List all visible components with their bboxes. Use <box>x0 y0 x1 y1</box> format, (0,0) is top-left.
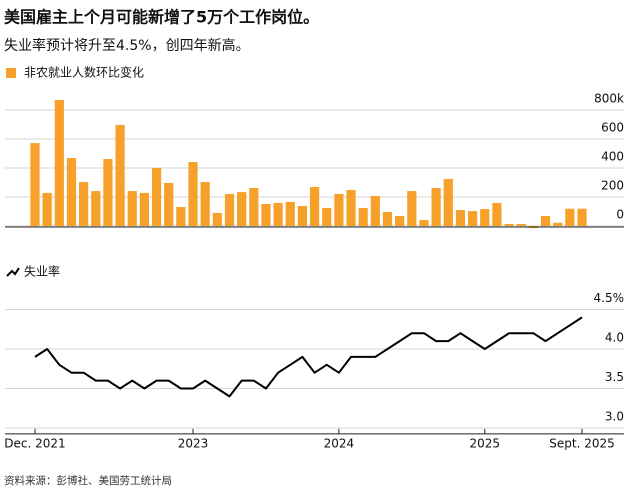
bar <box>492 202 502 226</box>
bar <box>370 195 380 226</box>
bar <box>577 208 587 226</box>
bar <box>249 188 259 226</box>
bar <box>565 208 575 226</box>
legend-swatch <box>6 68 16 78</box>
bar <box>176 207 186 226</box>
bar <box>395 215 405 226</box>
bar <box>91 191 101 226</box>
bar <box>443 179 453 226</box>
x-tick-label: 2025 <box>469 436 500 450</box>
bar <box>455 210 466 226</box>
bar <box>139 192 149 226</box>
bar <box>346 190 356 226</box>
legend-swatch <box>6 267 20 277</box>
bar <box>151 168 162 226</box>
y-tick-label: 0 <box>616 208 624 222</box>
chart-title: 美国雇主上个月可能新增了5万个工作岗位。 <box>4 8 319 27</box>
bar <box>480 209 490 226</box>
bar <box>382 211 393 226</box>
bar <box>540 215 551 226</box>
bar <box>224 193 235 226</box>
bar <box>309 186 320 226</box>
chart-subtitle: 失业率预计将升至4.5%，创四年新高。 <box>4 37 250 54</box>
bar <box>66 157 77 226</box>
source-note: 资料来源：彭博社、美国劳工统计局 <box>4 474 172 487</box>
bar <box>261 203 271 226</box>
bar <box>127 191 137 226</box>
y-tick-label: 400 <box>601 150 624 164</box>
legend-label: 失业率 <box>24 264 60 279</box>
y-tick-label: 4.5% <box>594 291 625 305</box>
bar <box>164 182 174 226</box>
x-tick-label: 2024 <box>324 436 355 450</box>
y-tick-label: 600 <box>601 121 624 135</box>
y-tick-label: 3.5 <box>605 370 624 384</box>
x-tick-label: 2023 <box>178 436 209 450</box>
bar <box>468 211 478 226</box>
legend-label: 非农就业人数环比变化 <box>24 65 144 80</box>
bar <box>103 159 113 226</box>
bar <box>419 220 429 226</box>
bar <box>504 223 514 226</box>
y-tick-label: 3.0 <box>605 410 624 424</box>
bar <box>30 143 40 226</box>
bar <box>285 201 295 226</box>
x-tick-label: Sept. 2025 <box>549 436 615 450</box>
y-tick-label: 200 <box>601 179 624 193</box>
bar <box>334 193 344 226</box>
bar <box>322 208 332 226</box>
bar <box>54 99 64 226</box>
bar <box>79 182 89 226</box>
bar <box>42 192 52 226</box>
y-tick-label: 4.0 <box>605 331 624 345</box>
bar <box>188 162 198 226</box>
bar <box>273 202 283 226</box>
x-tick-label: Dec. 2021 <box>4 436 65 450</box>
bar <box>237 192 247 226</box>
bar <box>516 223 526 226</box>
bar <box>553 222 563 226</box>
bar <box>358 208 368 226</box>
bar <box>431 188 441 226</box>
bar <box>200 182 210 226</box>
unemployment-line <box>34 316 583 398</box>
bar <box>297 205 308 226</box>
y-tick-label: 800k <box>594 92 624 106</box>
bar <box>407 191 417 226</box>
bar <box>212 212 222 226</box>
bar <box>115 124 125 226</box>
